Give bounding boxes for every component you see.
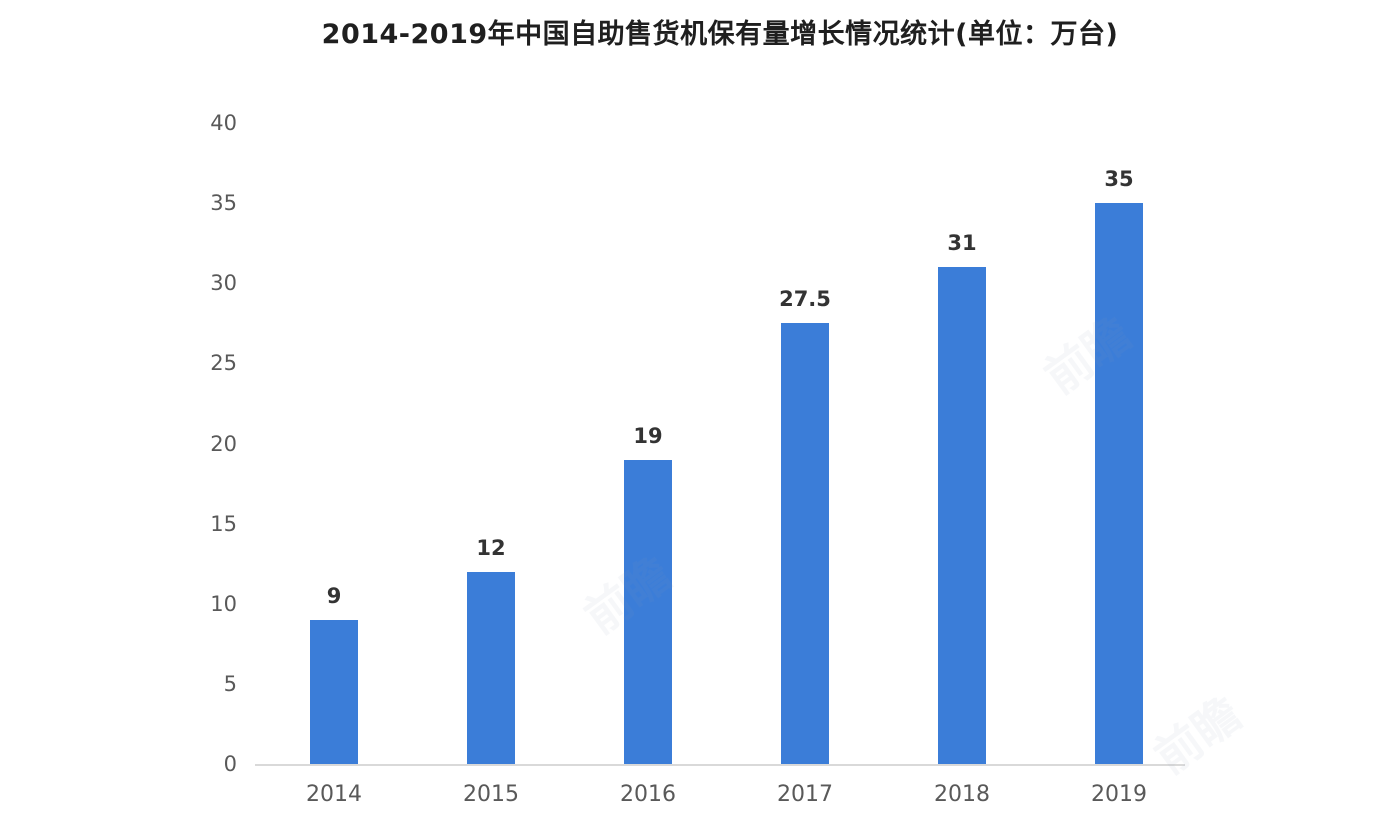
bar-2014 <box>310 619 358 764</box>
y-axis-tick-15: 15 <box>210 511 237 536</box>
y-axis-tick-40: 40 <box>210 111 237 135</box>
x-axis-tick-2015: 2015 <box>463 782 519 807</box>
y-axis-tick-10: 10 <box>210 591 237 616</box>
y-axis-tick-30: 30 <box>210 271 237 296</box>
x-axis-tick-2016: 2016 <box>620 782 676 807</box>
bar-2017 <box>781 323 829 764</box>
y-axis-tick-0: 0 <box>223 752 237 776</box>
value-label-2017: 27.5 <box>779 287 831 312</box>
bar-2019 <box>1095 203 1143 764</box>
x-axis-tick-2019: 2019 <box>1091 782 1147 807</box>
y-axis-tick-25: 25 <box>210 351 237 376</box>
value-label-2019: 35 <box>1104 167 1134 192</box>
y-axis-tick-20: 20 <box>210 431 237 456</box>
y-axis-tick-35: 35 <box>210 191 237 216</box>
bar-2016 <box>624 459 672 764</box>
watermark: 前瞻 <box>1144 686 1251 785</box>
value-label-2014: 9 <box>326 583 342 608</box>
x-axis-tick-2014: 2014 <box>306 782 362 807</box>
x-axis-tick-2018: 2018 <box>934 782 990 807</box>
x-axis-line <box>255 764 1185 766</box>
bar-2018 <box>938 267 986 764</box>
value-label-2016: 19 <box>633 423 663 448</box>
chart-title: 2014-2019年中国自助售货机保有量增长情况统计(单位：万台) <box>321 19 1119 50</box>
x-axis-tick-2017: 2017 <box>777 782 833 807</box>
value-label-2018: 31 <box>947 231 977 256</box>
bar-2015 <box>467 571 515 764</box>
value-label-2015: 12 <box>476 535 506 560</box>
y-axis-tick-5: 5 <box>223 671 237 696</box>
